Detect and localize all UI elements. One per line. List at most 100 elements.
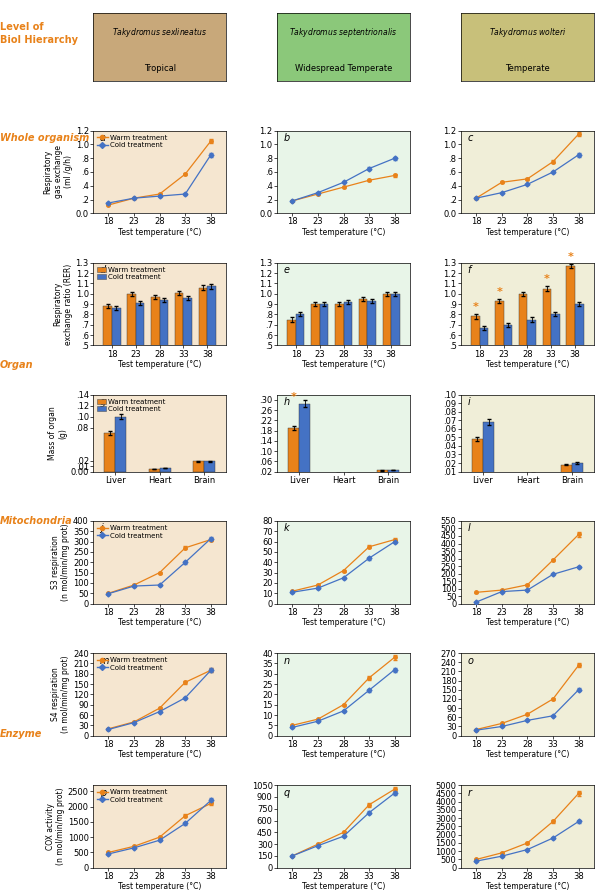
X-axis label: Test temperature (°C): Test temperature (°C) [302,882,385,890]
Text: Enzyme: Enzyme [0,729,43,740]
Text: e: e [284,265,290,275]
Text: h: h [284,397,290,407]
Bar [204,461,215,472]
Bar [367,301,376,397]
Text: p: p [100,788,106,797]
Bar [359,299,367,397]
Bar [566,266,575,397]
Bar [472,439,483,480]
Bar [519,294,527,397]
Bar [335,304,343,397]
Text: r: r [467,788,472,797]
Bar [572,463,583,480]
Text: k: k [284,523,289,533]
X-axis label: Test temperature (°C): Test temperature (°C) [118,228,202,237]
Legend: Warm treatment, Cold treatment: Warm treatment, Cold treatment [97,266,166,281]
Text: o: o [467,656,473,666]
X-axis label: Test temperature (°C): Test temperature (°C) [118,882,202,890]
Bar [320,304,328,397]
Text: g: g [100,397,106,407]
Text: Organ: Organ [0,360,34,370]
X-axis label: Test temperature (°C): Test temperature (°C) [118,619,202,627]
Text: *: * [544,274,550,285]
X-axis label: Test temperature (°C): Test temperature (°C) [485,882,569,890]
Bar [551,314,560,397]
X-axis label: Test temperature (°C): Test temperature (°C) [485,750,569,759]
Legend: Warm treatment, Cold treatment: Warm treatment, Cold treatment [97,398,166,413]
Bar [527,473,538,480]
Bar [471,317,480,397]
Text: c: c [467,134,473,143]
Bar [299,404,310,477]
Legend: Warm treatment, Cold treatment: Warm treatment, Cold treatment [97,789,168,804]
Bar [112,308,121,397]
Bar [527,320,536,397]
Y-axis label: S4 respiration
(n mol/min/mg prot): S4 respiration (n mol/min/mg prot) [51,656,70,733]
Bar [311,304,320,397]
Text: $\it{Takydromus\ sexlineatus}$: $\it{Takydromus\ sexlineatus}$ [112,26,207,38]
Text: m: m [100,656,109,666]
Bar [103,306,112,397]
X-axis label: Test temperature (°C): Test temperature (°C) [485,619,569,627]
Text: Tropical: Tropical [143,64,176,73]
Bar [207,287,216,397]
Text: Temperate: Temperate [505,64,550,73]
Bar [542,288,551,397]
Text: *: * [496,287,502,297]
Bar [175,293,184,397]
Bar [483,422,494,480]
Bar [184,298,192,397]
Text: *: * [568,252,574,262]
Bar [151,297,160,397]
Text: q: q [284,788,290,797]
Legend: Warm treatment, Cold treatment: Warm treatment, Cold treatment [97,657,168,671]
X-axis label: Test temperature (°C): Test temperature (°C) [302,228,385,237]
Text: *: * [290,392,296,401]
Text: Level of
Biol Hierarchy: Level of Biol Hierarchy [0,22,78,44]
Text: *: * [473,303,478,312]
Bar [495,301,503,397]
Bar [149,469,160,472]
Bar [199,287,207,397]
Bar [332,473,344,477]
X-axis label: Test temperature (°C): Test temperature (°C) [302,619,385,627]
Y-axis label: Respiratory
gas exchange
(ml /g/h): Respiratory gas exchange (ml /g/h) [43,145,73,198]
Bar [377,470,388,477]
Bar [575,304,584,397]
Bar [391,294,400,397]
Bar [104,433,115,472]
Bar [343,302,352,397]
Bar [115,417,127,472]
Bar [136,303,145,397]
X-axis label: Test temperature (°C): Test temperature (°C) [118,750,202,759]
Bar [516,474,527,480]
Bar [383,294,391,397]
Text: f: f [467,265,471,275]
Legend: Warm treatment, Cold treatment: Warm treatment, Cold treatment [97,134,168,149]
Bar [503,325,512,397]
Y-axis label: Respiratory
exchange ratio (RER): Respiratory exchange ratio (RER) [53,263,73,344]
Bar [560,465,572,480]
X-axis label: Test temperature (°C): Test temperature (°C) [302,750,385,759]
Y-axis label: S3 respiration
(n mol/min/mg prot): S3 respiration (n mol/min/mg prot) [51,523,70,601]
X-axis label: Test temperature (°C): Test temperature (°C) [302,360,385,369]
X-axis label: Test temperature (°C): Test temperature (°C) [118,360,202,369]
Bar [193,461,204,472]
Bar [480,328,488,397]
Bar [160,468,171,472]
X-axis label: Test temperature (°C): Test temperature (°C) [485,360,569,369]
Text: j: j [100,523,103,533]
X-axis label: Test temperature (°C): Test temperature (°C) [485,228,569,237]
Text: n: n [284,656,290,666]
Text: Whole organism: Whole organism [0,133,89,143]
Text: l: l [467,523,470,533]
Text: b: b [284,134,290,143]
Y-axis label: COX activity
(n mol/min/mg prot): COX activity (n mol/min/mg prot) [46,788,65,865]
Bar [288,428,299,477]
Text: Widespread Temperate: Widespread Temperate [295,64,392,73]
Bar [388,470,399,477]
Bar [127,294,136,397]
Text: $\it{Takydromus\ septentrionalis}$: $\it{Takydromus\ septentrionalis}$ [289,26,398,38]
Bar [344,473,355,477]
Text: a: a [100,134,106,143]
